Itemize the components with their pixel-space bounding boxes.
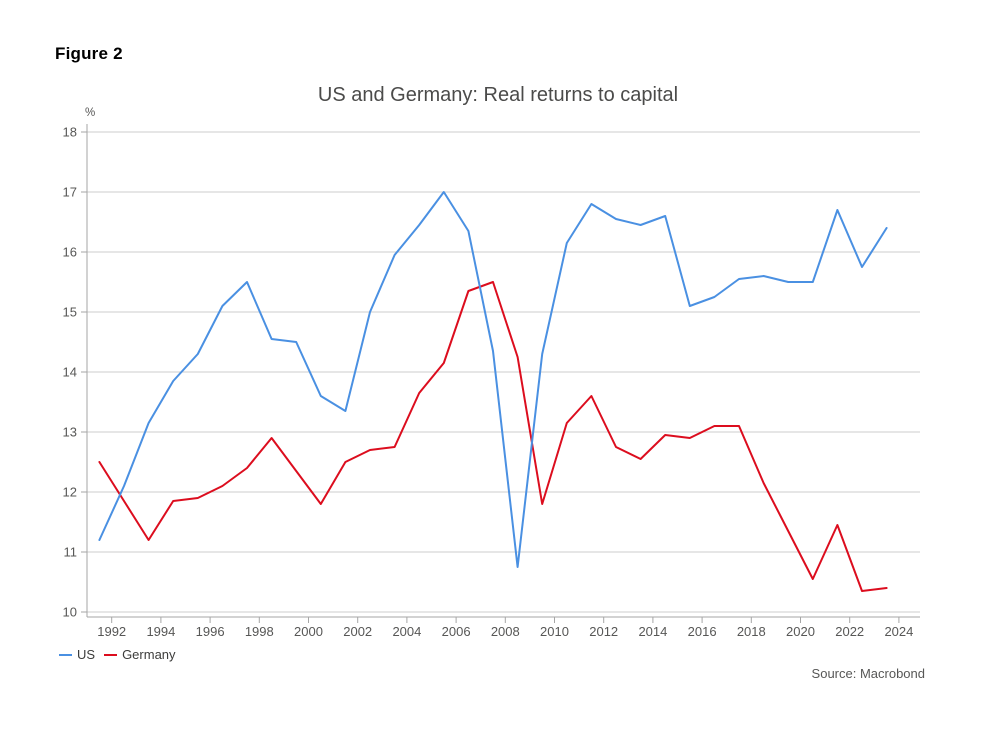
y-tick-label: 17 — [63, 185, 77, 200]
source-note: Source: Macrobond — [811, 666, 925, 681]
figure-label: Figure 2 — [55, 44, 123, 63]
germany-line-swatch — [104, 653, 118, 656]
series-line-germany — [98, 281, 888, 592]
x-tick-label: 2024 — [884, 624, 913, 639]
y-tick-label: 10 — [63, 605, 77, 620]
legend-item-germany: Germany — [104, 647, 176, 662]
x-tick-label: 2004 — [392, 624, 421, 639]
legend-item-us: US — [59, 647, 95, 662]
y-tick-label: 15 — [63, 305, 77, 320]
y-axis-unit-label: % — [85, 107, 96, 119]
x-tick-label: 2014 — [638, 624, 667, 639]
legend-label-us: US — [77, 647, 96, 662]
x-tick-label: 1998 — [245, 624, 274, 639]
x-tick-label: 1994 — [146, 624, 175, 639]
y-tick-label: 16 — [63, 245, 77, 260]
x-tick-label: 1996 — [196, 624, 225, 639]
y-tick-label: 18 — [63, 125, 77, 140]
x-tick-label: 2018 — [737, 624, 766, 639]
y-tick-label: 13 — [63, 425, 77, 440]
y-tick-label: 14 — [63, 365, 77, 380]
x-tick-label: 2020 — [786, 624, 815, 639]
x-tick-label: 2002 — [343, 624, 372, 639]
chart-legend: US Germany — [59, 647, 176, 662]
y-tick-label: 11 — [64, 545, 78, 560]
series-line-us — [98, 191, 888, 568]
x-tick-label: 2008 — [491, 624, 520, 639]
x-tick-label: 2012 — [589, 624, 618, 639]
us-line-swatch — [59, 653, 72, 656]
x-tick-label: 2010 — [540, 624, 569, 639]
x-tick-label: 2006 — [442, 624, 471, 639]
x-tick-label: 2016 — [688, 624, 717, 639]
chart-title: US and Germany: Real returns to capital — [317, 84, 679, 106]
legend-label-germany: Germany — [122, 647, 176, 662]
y-tick-label: 12 — [63, 485, 77, 500]
x-tick-label: 1992 — [97, 624, 126, 639]
x-tick-label: 2000 — [294, 624, 323, 639]
x-tick-label: 2022 — [835, 624, 864, 639]
